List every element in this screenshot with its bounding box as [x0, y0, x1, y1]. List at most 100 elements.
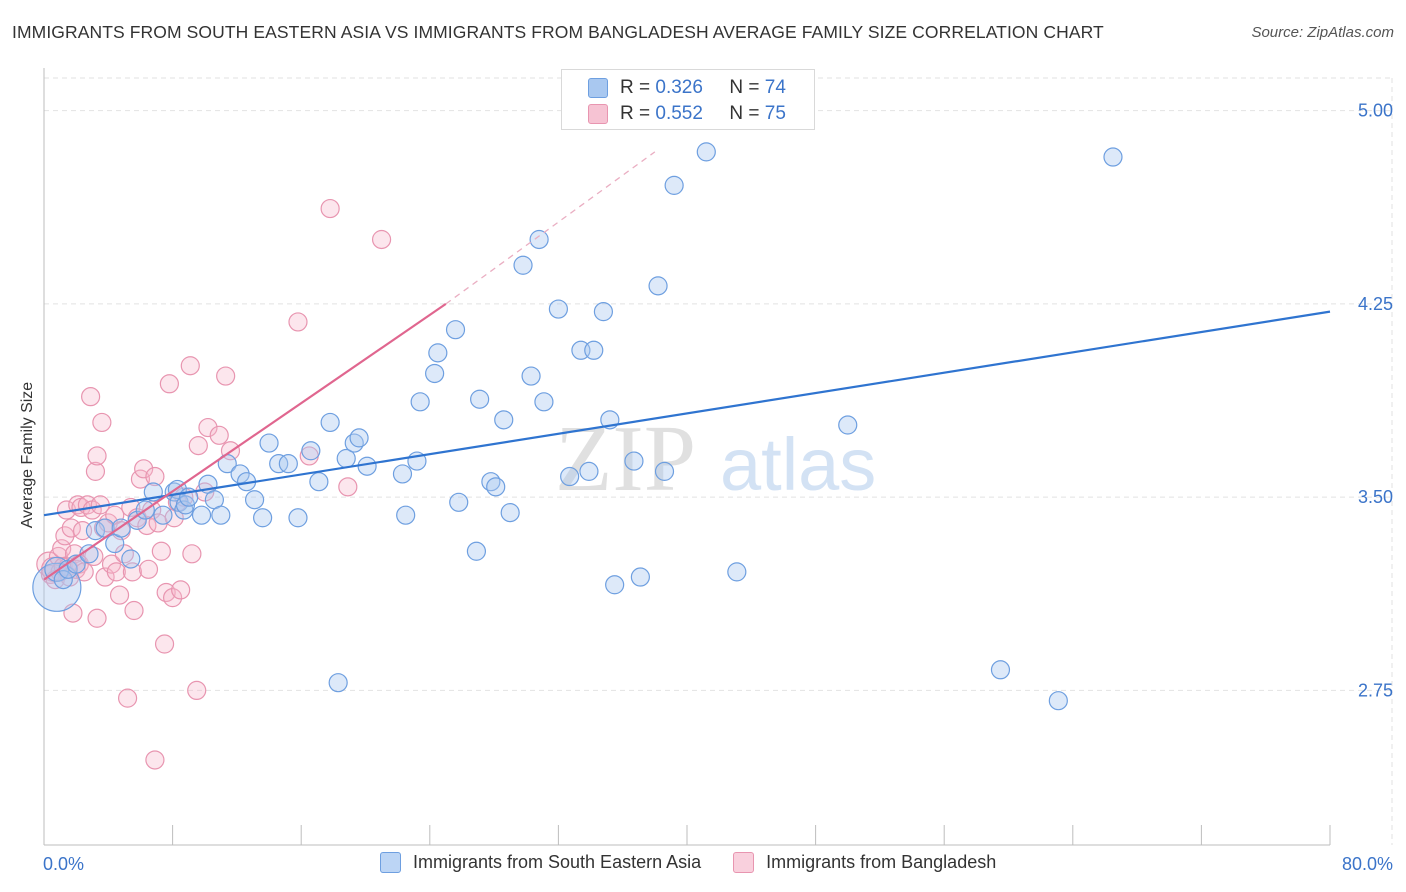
- point-bangladesh: [109, 585, 130, 605]
- point-se-asia: [664, 175, 684, 195]
- legend-item-se-asia[interactable]: Immigrants from South Eastern Asia: [380, 852, 701, 873]
- point-bangladesh: [106, 562, 126, 582]
- point-bangladesh: [320, 198, 340, 219]
- point-se-asia: [278, 454, 298, 474]
- point-se-asia: [153, 505, 173, 525]
- point-bangladesh: [164, 508, 184, 528]
- point-se-asia: [529, 229, 549, 250]
- legend-swatch-blue: [380, 852, 401, 873]
- trend-lines: [43, 151, 1331, 581]
- point-bangladesh: [154, 634, 175, 654]
- point-se-asia: [127, 510, 147, 530]
- point-se-asia: [425, 363, 445, 384]
- point-se-asia: [396, 505, 416, 525]
- point-se-asia: [175, 495, 196, 515]
- point-bangladesh: [117, 688, 138, 708]
- point-se-asia: [320, 412, 340, 433]
- point-bangladesh: [92, 412, 112, 433]
- point-se-asia: [534, 392, 554, 412]
- point-se-asia: [584, 340, 604, 360]
- legend-row-bangladesh: R = 0.552 N = 75: [588, 103, 786, 125]
- y-tick-label: 2.75: [1358, 680, 1393, 700]
- point-se-asia: [548, 299, 569, 319]
- point-bangladesh: [130, 469, 151, 489]
- y-tick-label: 3.50: [1358, 487, 1393, 507]
- point-bangladesh: [85, 461, 106, 481]
- point-se-asia: [191, 505, 212, 525]
- legend-label-bangladesh: Immigrants from Bangladesh: [766, 852, 997, 872]
- point-bangladesh: [87, 446, 107, 466]
- point-se-asia: [269, 454, 289, 474]
- point-bangladesh: [209, 425, 229, 445]
- point-bangladesh: [163, 588, 183, 608]
- point-se-asia: [259, 433, 279, 453]
- point-se-asia: [630, 567, 650, 587]
- point-se-asia: [470, 389, 490, 409]
- point-se-asia: [579, 461, 599, 481]
- point-bangladesh: [114, 544, 134, 564]
- point-se-asia: [486, 477, 506, 497]
- gridlines: [44, 77, 1393, 845]
- point-se-asia: [301, 441, 321, 461]
- point-bangladesh: [134, 459, 154, 479]
- point-se-asia: [349, 428, 369, 448]
- point-se-asia: [53, 570, 73, 590]
- legend-swatch-pink: [733, 852, 755, 873]
- trend-line-bangladesh-extension: [445, 151, 656, 305]
- n-label: N =: [729, 103, 760, 124]
- y-tick-label: 5.00: [1358, 101, 1393, 121]
- point-bangladesh: [198, 417, 218, 438]
- correlation-legend: R = 0.326 N = 74 R = 0.552 N = 75: [561, 69, 815, 130]
- point-se-asia: [605, 575, 625, 595]
- point-bangladesh: [137, 515, 157, 536]
- point-se-asia: [1048, 691, 1068, 711]
- legend-row-se-asia: R = 0.326 N = 74: [588, 77, 786, 99]
- point-se-asia: [624, 451, 644, 471]
- source-label: Source: ZipAtlas.com: [1251, 24, 1394, 41]
- point-se-asia: [521, 366, 541, 386]
- point-bangladesh: [180, 356, 200, 376]
- legend-label-se-asia: Immigrants from South Eastern Asia: [413, 852, 702, 872]
- axes: [43, 68, 1331, 846]
- trend-line-bangladesh: [43, 302, 447, 581]
- r-label: R =: [620, 77, 651, 98]
- point-se-asia: [494, 410, 514, 430]
- y-tick-label: 4.25: [1358, 294, 1393, 314]
- point-bangladesh: [61, 518, 81, 538]
- n-value-bangladesh: 75: [764, 103, 786, 124]
- point-se-asia: [560, 466, 580, 487]
- legend-swatch-blue: [588, 78, 608, 98]
- point-se-asia: [466, 541, 487, 561]
- point-bangladesh: [145, 466, 165, 487]
- point-bangladesh: [145, 750, 165, 770]
- point-se-asia: [727, 562, 747, 582]
- point-se-asia: [654, 461, 675, 481]
- point-bangladesh: [216, 366, 236, 386]
- point-bangladesh: [187, 680, 207, 701]
- point-se-asia: [392, 464, 413, 484]
- point-se-asia: [410, 392, 430, 412]
- chart-title: IMMIGRANTS FROM SOUTH EASTERN ASIA VS IM…: [12, 22, 1104, 42]
- point-se-asia: [121, 549, 141, 569]
- point-bangladesh: [338, 477, 358, 497]
- point-se-asia: [990, 660, 1011, 680]
- point-se-asia: [357, 456, 377, 476]
- point-bangladesh: [156, 582, 176, 603]
- point-se-asia: [288, 508, 308, 528]
- x-tick-label-max: 80.0%: [1342, 854, 1393, 874]
- r-label: R =: [620, 103, 651, 124]
- point-bangladesh: [87, 608, 107, 628]
- point-se-asia: [696, 142, 716, 162]
- point-bangladesh: [48, 546, 69, 567]
- point-se-asia: [211, 505, 231, 525]
- n-value-se-asia: 74: [764, 77, 786, 98]
- legend-item-bangladesh[interactable]: Immigrants from Bangladesh: [733, 852, 996, 873]
- r-value-bangladesh: 0.552: [655, 103, 703, 124]
- point-se-asia: [428, 343, 448, 363]
- point-bangladesh: [182, 544, 202, 564]
- point-bangladesh: [81, 387, 101, 407]
- tick-labels: 2.75 3.50 4.25 5.00 0.0% 80.0%: [43, 101, 1393, 874]
- n-label: N =: [729, 77, 760, 98]
- x-tick-label-min: 0.0%: [43, 854, 84, 874]
- point-se-asia: [230, 464, 250, 484]
